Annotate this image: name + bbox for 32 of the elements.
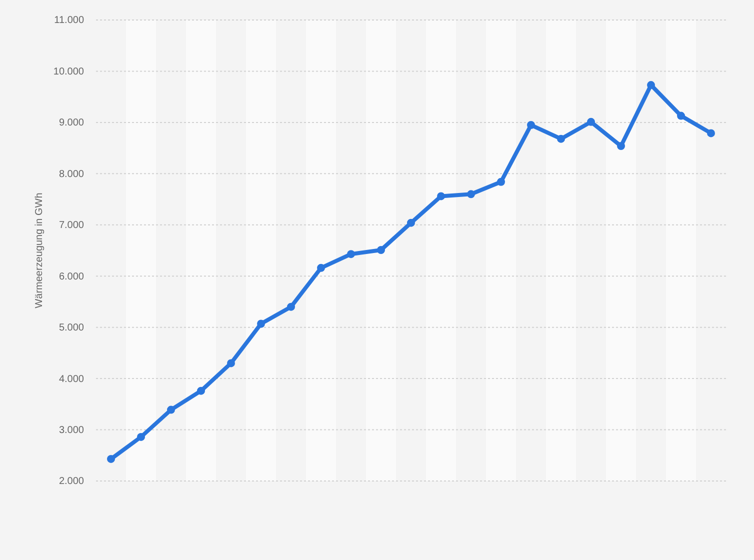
point bbox=[227, 359, 235, 368]
point bbox=[707, 129, 715, 138]
point bbox=[617, 142, 625, 150]
point bbox=[587, 118, 595, 126]
y-tick-label: 6.000 bbox=[58, 271, 84, 282]
point bbox=[527, 121, 535, 130]
point bbox=[167, 406, 175, 414]
y-axis-title: Wärmeerzeugung in GWh bbox=[34, 192, 45, 308]
y-tick-label: 2.000 bbox=[58, 476, 84, 488]
y-tick-label: 10.000 bbox=[53, 66, 84, 78]
point bbox=[347, 250, 355, 258]
y-tick-label: 3.000 bbox=[58, 424, 84, 436]
point bbox=[437, 192, 445, 200]
point bbox=[377, 246, 385, 254]
y-tick-label: 5.000 bbox=[58, 322, 84, 334]
point bbox=[107, 454, 115, 463]
y-tick-label: 8.000 bbox=[58, 168, 84, 180]
point bbox=[197, 386, 205, 395]
point bbox=[407, 218, 415, 227]
y-tick-label: 4.000 bbox=[58, 374, 84, 385]
point bbox=[257, 320, 265, 328]
y-tick-label: 11.000 bbox=[54, 15, 84, 26]
point bbox=[677, 112, 685, 120]
point bbox=[317, 264, 325, 272]
point bbox=[467, 190, 475, 198]
y-tick-label: 9.000 bbox=[58, 118, 84, 129]
point bbox=[137, 432, 145, 441]
y-tick-label: 7.000 bbox=[58, 220, 84, 232]
point bbox=[287, 302, 295, 311]
point bbox=[557, 134, 565, 143]
point bbox=[497, 178, 505, 186]
point bbox=[647, 81, 655, 90]
